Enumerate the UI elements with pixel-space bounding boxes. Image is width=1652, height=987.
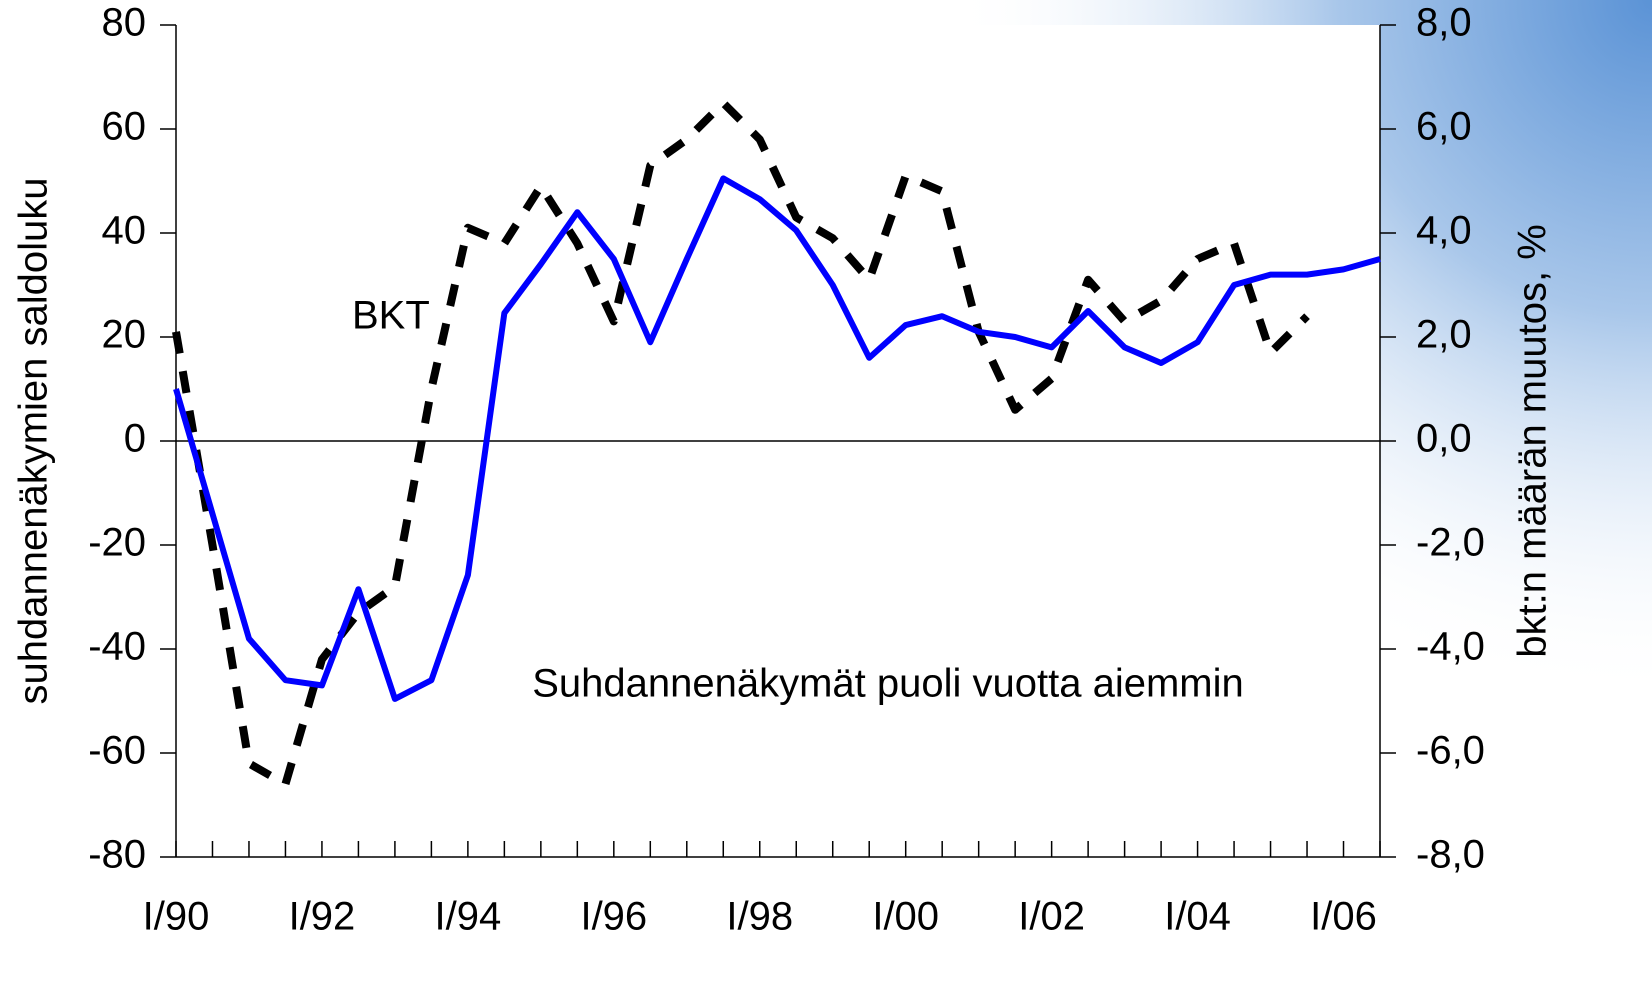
series-line bbox=[173, 175, 1381, 702]
x-tick-label: I/96 bbox=[580, 895, 647, 939]
y2-tick-label: 6,0 bbox=[1416, 105, 1472, 149]
y2-tick-label: 2,0 bbox=[1416, 313, 1472, 357]
y-axis-label: suhdannenäkymien saldoluku bbox=[12, 177, 56, 704]
y-tick-label: 20 bbox=[102, 313, 147, 357]
annotation: Suhdannenäkymät puoli vuotta aiemmin bbox=[532, 662, 1244, 706]
y2-tick-label: 0,0 bbox=[1416, 417, 1472, 461]
y2-tick-label: -8,0 bbox=[1416, 833, 1485, 877]
annotation: BKT bbox=[352, 294, 430, 338]
y2-tick-label: 8,0 bbox=[1416, 1, 1472, 45]
y2-axis-label: bkt:n määrän muutos, % bbox=[1511, 224, 1555, 658]
series-line bbox=[172, 99, 1310, 789]
y2-tick-label: -4,0 bbox=[1416, 625, 1485, 669]
y-tick-label: 0 bbox=[124, 417, 146, 461]
y-tick-label: -80 bbox=[88, 833, 146, 877]
y2-tick-label: -6,0 bbox=[1416, 729, 1485, 773]
y2-tick-label: -2,0 bbox=[1416, 521, 1485, 565]
x-tick-label: I/90 bbox=[143, 895, 210, 939]
x-tick-label: I/92 bbox=[289, 895, 356, 939]
y2-tick-label: 4,0 bbox=[1416, 209, 1472, 253]
y-tick-label: -40 bbox=[88, 625, 146, 669]
x-tick-label: I/02 bbox=[1018, 895, 1085, 939]
x-tick-label: I/94 bbox=[435, 895, 502, 939]
y-tick-label: 60 bbox=[102, 105, 147, 149]
x-tick-label: I/00 bbox=[872, 895, 939, 939]
x-tick-label: I/98 bbox=[726, 895, 793, 939]
y-tick-label: 80 bbox=[102, 1, 147, 45]
y-tick-label: -20 bbox=[88, 521, 146, 565]
y-tick-label: -60 bbox=[88, 729, 146, 773]
x-tick-label: I/06 bbox=[1310, 895, 1377, 939]
x-tick-label: I/04 bbox=[1164, 895, 1231, 939]
y-tick-label: 40 bbox=[102, 209, 147, 253]
